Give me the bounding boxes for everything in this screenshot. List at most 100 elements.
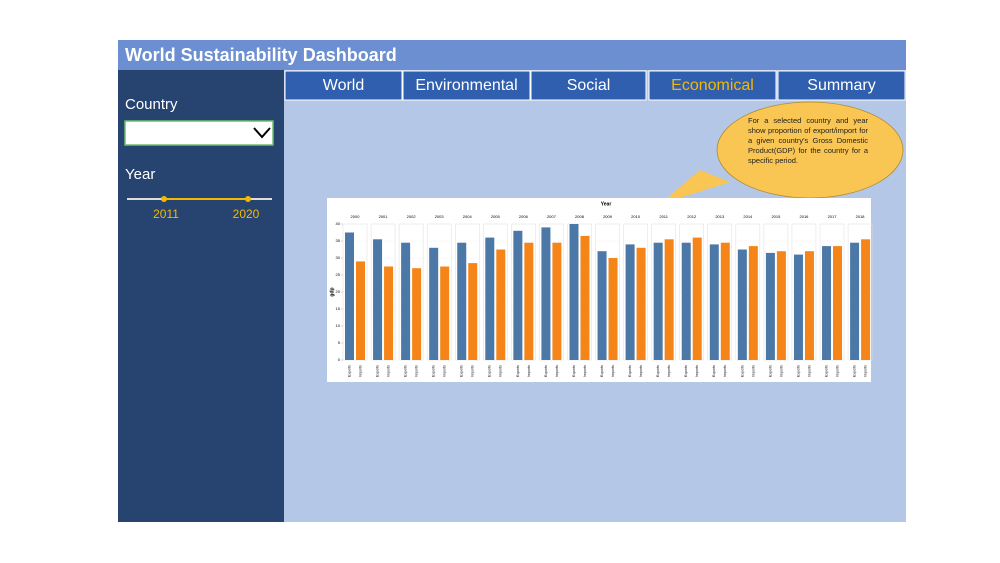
facet-label: 2005 [491,214,501,219]
y-tick-label: 10 [336,323,341,328]
bar [636,247,646,360]
y-tick-label: 35 [336,238,341,243]
tab[interactable] [402,70,531,101]
y-tick-label: 40 [336,221,341,226]
x-tick-label: Exports [347,365,351,377]
x-tick-label: Imports [864,365,868,377]
x-tick-label: Imports [639,365,643,377]
x-tick-label: Imports [386,365,390,377]
bar [524,242,534,360]
tab[interactable] [648,70,777,101]
bar [485,237,495,360]
callout-text: For a selected country and year show pro… [748,116,868,165]
slider-handle[interactable] [245,196,251,202]
tab[interactable] [530,70,647,101]
facet-label: 2016 [800,214,810,219]
x-tick-label: Exports [404,365,408,377]
y-tick-label: 20 [336,289,341,294]
bar [608,258,618,360]
y-tick-label: 30 [336,255,341,260]
x-tick-label: Imports [415,365,419,377]
bar [692,237,702,360]
tab[interactable] [284,70,403,101]
facet-label: 2014 [743,214,753,219]
bar [356,261,365,360]
x-tick-label: Imports [723,365,727,377]
x-tick-label: Imports [471,365,475,377]
facet-label: 2006 [519,214,529,219]
facet-label: 2004 [463,214,473,219]
bar [541,227,551,360]
bar [804,251,814,360]
x-tick-label: Imports [443,365,447,377]
x-tick-label: Exports [516,365,520,377]
bar [569,224,579,360]
country-label: Country [125,96,178,113]
facet-label: 2000 [351,214,361,219]
x-tick-label: Imports [667,365,671,377]
slider-min: 2011 [153,207,179,221]
facet-label: 2013 [715,214,725,219]
facet-label: 2003 [435,214,445,219]
facet-label: 2010 [631,214,641,219]
x-tick-label: Imports [499,365,503,377]
bar [580,235,590,360]
bar [653,242,663,360]
x-tick-label: Imports [555,365,559,377]
facet-label: 2009 [603,214,613,219]
tab-label: Summary [807,77,875,94]
bar [748,246,758,360]
x-tick-label: Imports [527,365,531,377]
x-tick-label: Exports [796,365,800,377]
facet-label: 2017 [828,214,838,219]
x-tick-label: Imports [835,365,839,377]
x-tick-label: Exports [460,365,464,377]
country-dropdown[interactable] [124,120,274,146]
x-tick-label: Imports [611,365,615,377]
y-axis-label: gdp [329,287,335,296]
facet-label: 2007 [547,214,557,219]
facet-label: 2015 [771,214,781,219]
facet-label: 2002 [407,214,417,219]
x-tick-label: Imports [583,365,587,377]
bar [861,239,871,360]
bar [401,242,411,360]
tab-label: World [323,77,365,94]
bar [776,251,786,360]
header-bar [118,40,906,70]
y-tick-label: 5 [338,340,341,345]
x-tick-label: Exports [628,365,632,377]
callout-tail [660,170,730,204]
bar [513,230,523,360]
bar [457,242,467,360]
bar [597,251,607,360]
bar [384,266,394,360]
dashboard-title: World Sustainability Dashboard [125,45,397,65]
x-tick-label: Exports [488,365,492,377]
x-tick-label: Exports [824,365,828,377]
x-tick-label: Exports [544,365,548,377]
x-tick-label: Exports [432,365,436,377]
bar [765,252,775,360]
x-tick-label: Imports [751,365,755,377]
bar [468,263,478,360]
bar [737,249,747,360]
bar [793,254,803,360]
y-tick-label: 15 [336,306,341,311]
x-tick-label: Exports [684,365,688,377]
bar [345,232,354,360]
x-tick-label: Exports [853,365,857,377]
tab-label: Social [567,77,611,94]
slider-handle[interactable] [161,196,167,202]
x-tick-label: Exports [712,365,716,377]
x-tick-label: Exports [656,365,660,377]
y-tick-label: 25 [336,272,341,277]
tab[interactable] [777,70,906,101]
facet-label: 2008 [575,214,585,219]
x-tick-label: Imports [807,365,811,377]
bar [720,242,730,360]
bar [552,242,562,360]
slider-max: 2020 [233,207,260,221]
